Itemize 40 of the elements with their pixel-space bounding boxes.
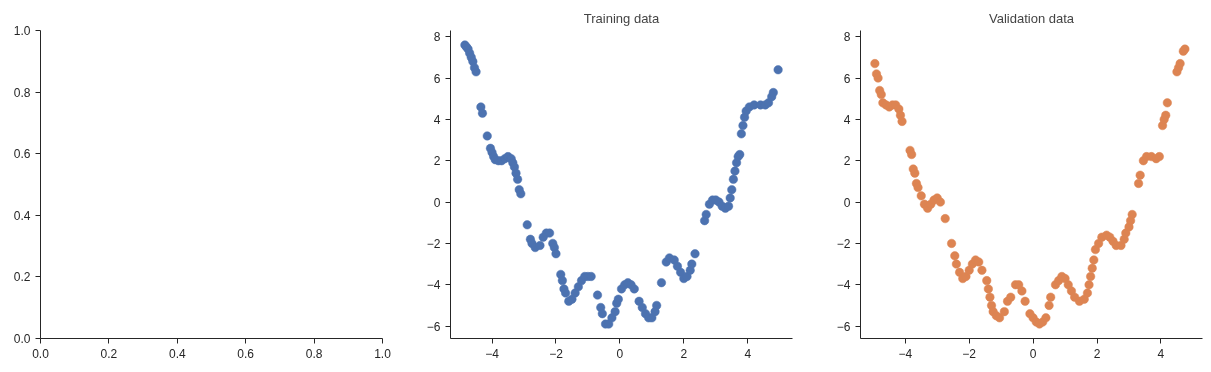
y-tick-label: 0: [433, 195, 441, 210]
y-tick-label: 4: [843, 112, 851, 127]
x-tick-label: −4: [898, 346, 913, 361]
y-tick-label: 8: [843, 30, 851, 45]
y-tick-label: −6: [836, 319, 851, 334]
y-tick-label: 0.8: [13, 85, 31, 100]
chart-title: Validation data: [988, 10, 1075, 26]
x-tick-label: −2: [962, 346, 977, 361]
y-tick-label: 1.0: [13, 24, 31, 38]
x-tick-label: 0.4: [168, 346, 186, 361]
x-tick-label: 0.0: [32, 346, 50, 361]
x-tick-label: 2: [680, 346, 688, 361]
x-tick-label: −2: [549, 346, 564, 361]
y-tick-label: 0.2: [13, 270, 31, 285]
x-tick-label: 4: [1157, 346, 1165, 361]
x-tick-label: 2: [1093, 346, 1101, 361]
y-tick-label: 0.0: [13, 332, 31, 346]
x-tick-label: 0.6: [237, 346, 255, 361]
y-tick-label: −2: [836, 236, 851, 251]
x-tick-label: 0: [1029, 346, 1037, 361]
y-tick-label: 6: [843, 71, 851, 86]
y-tick-label: 0.6: [13, 147, 31, 162]
y-tick-label: −4: [836, 278, 851, 293]
y-tick-label: 6: [433, 71, 441, 86]
y-tick-label: 2: [433, 154, 441, 169]
x-tick-label: 0: [616, 346, 624, 361]
x-tick-label: 4: [744, 346, 752, 361]
y-tick-label: −2: [426, 236, 441, 251]
y-tick-label: 8: [433, 30, 441, 45]
x-tick-label: 1.0: [374, 346, 392, 361]
y-tick-label: 0.4: [13, 208, 31, 223]
y-tick-label: 2: [843, 154, 851, 169]
y-tick-label: 0: [843, 195, 851, 210]
x-tick-label: −4: [485, 346, 500, 361]
y-tick-label: −6: [426, 319, 441, 334]
y-tick-label: −4: [426, 278, 441, 293]
y-tick-label: 4: [433, 112, 441, 127]
x-tick-label: 0.2: [100, 346, 118, 361]
x-tick-label: 0.8: [305, 346, 323, 361]
chart-title: Training data: [583, 10, 660, 26]
